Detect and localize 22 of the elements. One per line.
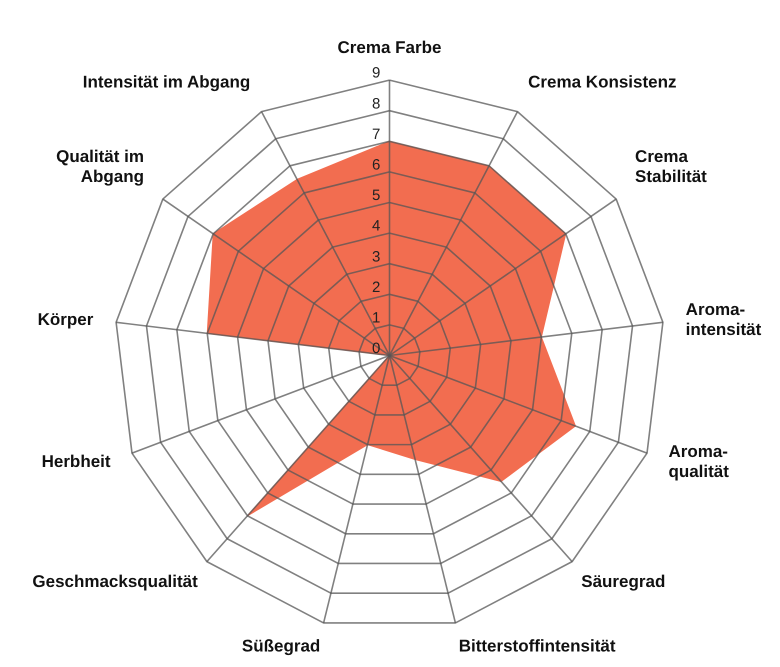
spoke-label: Aroma- intensität [686,300,762,340]
spoke-label: Crema Stabilität [635,147,708,186]
spoke-label: Säuregrad [581,572,666,591]
spoke-label: Intensität im Abgang [82,72,250,92]
spoke-label: Körper [38,310,94,330]
spoke-label: Herbheit [42,452,111,471]
y-tick-label: 9 [372,64,380,82]
y-tick-label: 3 [372,248,380,266]
y-tick-label: 8 [372,95,380,112]
spoke-label: Crema Farbe [338,38,442,58]
spoke-label: Qualität im Abgang [56,147,144,186]
spoke-label: Süßegrad [242,636,320,656]
spoke-label: Bitterstoffintensität [458,636,616,656]
y-tick-label: 4 [372,218,380,235]
y-tick-label: 1 [372,309,380,326]
y-tick-label: 6 [372,156,380,174]
spoke-label: Geschmacksqualität [32,572,198,591]
y-tick-label: 2 [372,278,380,296]
spoke-label: Crema Konsistenz [528,72,676,92]
y-tick-label: 5 [372,187,380,204]
spoke-label: Aroma- qualität [668,442,730,481]
y-tick-label: 7 [372,126,380,143]
